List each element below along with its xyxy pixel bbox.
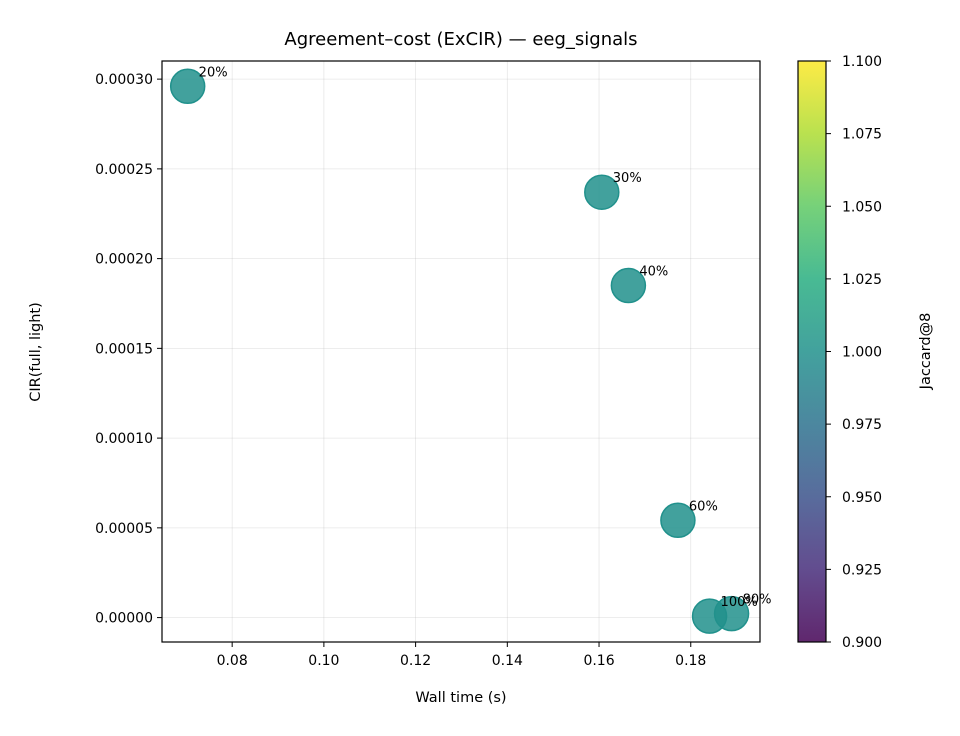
x-tick-label: 0.12 [400,653,431,669]
y-tick-label: 0.00025 [95,162,153,178]
y-tick-label: 0.00000 [95,611,153,627]
point-label: 80% [743,593,772,608]
colorbar-tick-label: 1.025 [842,272,882,288]
colorbar-tick-label: 1.075 [842,127,882,143]
y-tick-label: 0.00005 [95,521,153,537]
data-point [169,68,206,105]
x-axis: 0.08 0.10 0.12 0.14 0.16 0.18 [217,642,706,669]
y-tick-label: 0.00010 [95,431,153,447]
point-label: 60% [689,499,718,514]
x-axis-label: Wall time (s) [415,690,506,706]
y-tick-label: 0.00030 [95,72,153,88]
colorbar-tick-label: 0.975 [842,417,882,433]
x-tick-label: 0.08 [217,653,248,669]
chart-title: Agreement–cost (ExCIR) — eeg_signals [284,29,637,50]
data-point [610,267,647,304]
point-label: 40% [639,265,668,280]
y-tick-label: 0.00020 [95,252,153,268]
x-tick-label: 0.16 [583,653,614,669]
colorbar-tick-label: 1.000 [842,345,882,361]
x-tick-label: 0.14 [492,653,523,669]
data-point [584,174,620,210]
point-label: 30% [613,171,642,186]
point-labels: 20% 30% 40% 60% 80%100% [199,65,772,610]
colorbar-tick-label: 1.050 [842,199,882,215]
point-label: 20% [199,65,228,80]
data-point [691,598,728,634]
y-axis-label: CIR(full, light) [28,302,44,402]
y-axis: 0.00000 0.00005 0.00010 0.00015 0.00020 0.000… [95,72,162,627]
grid-lines [162,61,760,642]
data-points [169,68,750,634]
colorbar-tick-label: 0.900 [842,635,882,651]
colorbar-label: Jaccard@8 [918,313,934,391]
y-tick-label: 0.00015 [95,341,153,357]
point-label: 100% [721,595,758,610]
x-tick-label: 0.10 [308,653,339,669]
x-tick-label: 0.18 [675,653,706,669]
colorbar-tick-label: 1.100 [842,54,882,70]
colorbar-tick-label: 0.925 [842,562,882,578]
data-point [660,502,696,539]
colorbar-gradient [798,61,826,642]
colorbar: 0.900 0.925 0.950 0.975 1.000 1.025 1.050 1.075… [797,54,934,651]
colorbar-tick-label: 0.950 [842,490,882,506]
plot-frame [161,60,761,643]
